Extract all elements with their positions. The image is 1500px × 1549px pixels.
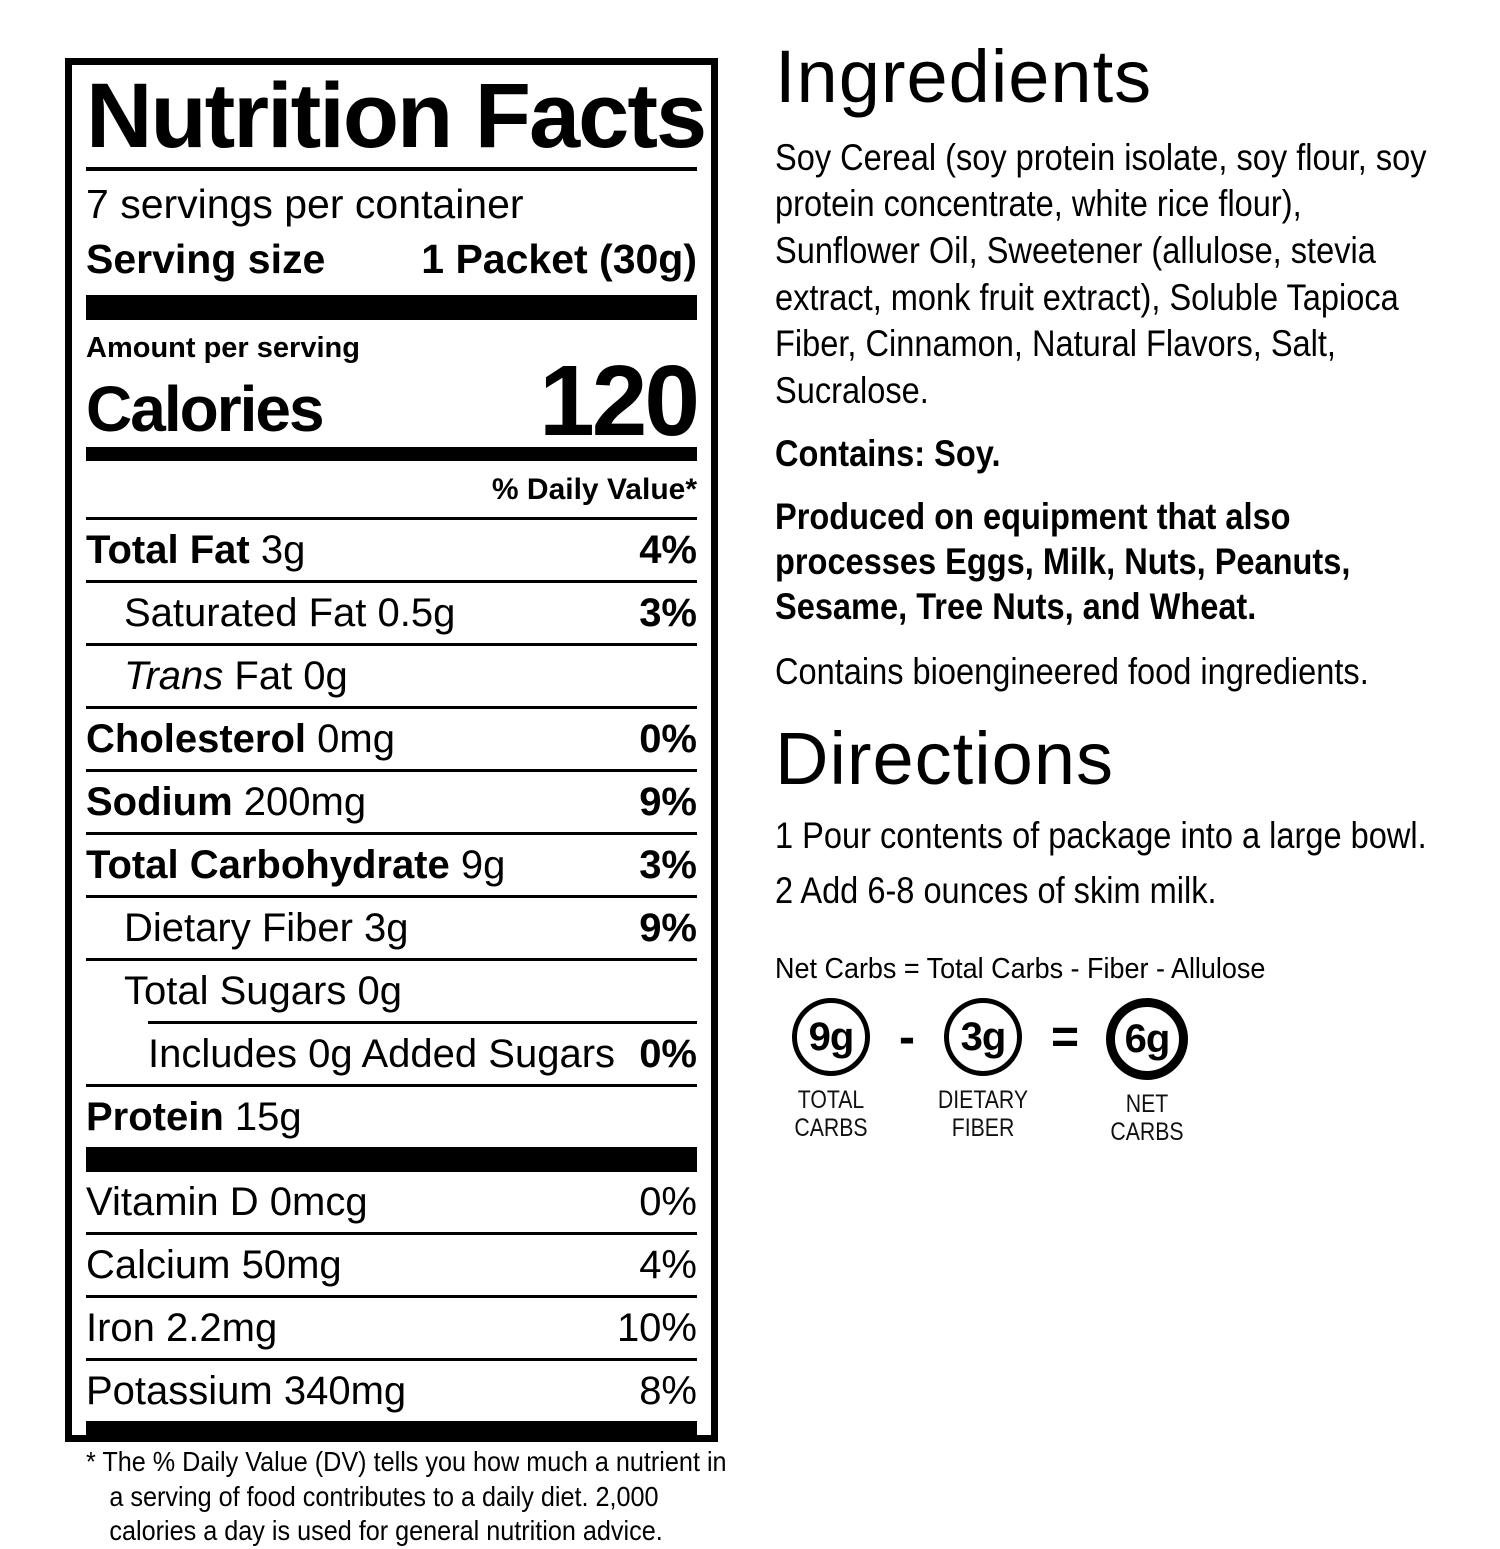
serving-size-value: 1 Packet (30g) — [421, 235, 697, 282]
nutrient-row-added-sugars: Includes 0g Added Sugars 0% — [148, 1020, 697, 1084]
amount-per-serving-label: Amount per serving — [86, 331, 360, 364]
serving-size-label: Serving size — [86, 235, 326, 282]
nutrient-dv: 0% — [639, 1179, 697, 1224]
nutrient-amount: Dietary Fiber 3g — [124, 905, 409, 950]
section-bar — [86, 1420, 697, 1435]
serving-size-row: Serving size 1 Packet (30g) — [86, 236, 697, 295]
nutrient-dv: 9% — [639, 905, 697, 950]
section-bar — [86, 294, 697, 320]
nutrient-amount: Saturated Fat 0.5g — [124, 590, 456, 635]
calories-label: Calories — [86, 372, 325, 445]
equals-operator: = — [1050, 1010, 1080, 1064]
nutrient-amount: 9g — [449, 842, 506, 887]
nutrition-facts-label: Nutrition Facts 7 servings per container… — [65, 58, 727, 1546]
ingredients-heading: Ingredients — [775, 35, 1153, 118]
total-carbs-value: 9g — [808, 1014, 855, 1059]
nutrient-row-protein: Protein 15g — [86, 1083, 697, 1147]
nutrient-row-total-sugars: Total Sugars 0g — [86, 957, 697, 1021]
nutrient-amount: Potassium 340mg — [86, 1368, 407, 1413]
nutrient-dv: 9% — [639, 779, 697, 824]
vitamin-row-iron: Iron 2.2mg 10% — [86, 1294, 697, 1358]
nutrient-amount: 0mg — [306, 716, 395, 761]
nutrient-dv: 10% — [616, 1305, 697, 1350]
ingredients-list: Soy Cereal (soy protein isolate, soy flo… — [775, 136, 1427, 411]
nutrient-name: Total Fat — [86, 527, 250, 572]
nutrient-dv: 3% — [639, 590, 697, 635]
nutrient-amount: Includes 0g Added Sugars — [148, 1031, 616, 1076]
net-carbs-label: NET CARBS — [1110, 1090, 1184, 1147]
allergen-contains-statement: Contains: Soy. — [775, 432, 1001, 474]
servings-per-container: 7 servings per container — [86, 180, 524, 227]
nutrition-facts-title: Nutrition Facts — [86, 65, 707, 167]
nutrient-name: Total Carbohydrate — [86, 842, 450, 887]
nutrient-name: Cholesterol — [86, 716, 307, 761]
vitamin-row-calcium: Calcium 50mg 4% — [86, 1231, 697, 1295]
net-carbs-equation: 9g TOTAL CARBS - 3g DIETARY FIBER = — [775, 998, 1443, 1146]
nutrient-dv: 0% — [639, 716, 697, 761]
nutrient-amount: 3g — [249, 527, 306, 572]
calories-row: Calories 120 — [86, 344, 700, 457]
direction-step-1: 1 Pour contents of package into a large … — [775, 815, 1427, 857]
nutrient-name: Sodium — [86, 779, 233, 824]
net-carbs-formula: Net Carbs = Total Carbs - Fiber - Allulo… — [775, 953, 1266, 986]
minus-operator: - — [899, 1010, 915, 1064]
nutrient-row-total-fat: Total Fat 3g 4% — [86, 516, 697, 580]
net-carbs-group: 6g NET CARBS — [1091, 998, 1203, 1146]
direction-step-2: 2 Add 6-8 ounces of skim milk. — [775, 870, 1217, 912]
nutrient-amount: Iron 2.2mg — [86, 1305, 278, 1350]
nutrient-row-cholesterol: Cholesterol 0mg 0% — [86, 705, 697, 769]
nutrient-row-trans-fat: Trans Fat 0g — [86, 642, 697, 706]
bioengineered-statement: Contains bioengineered food ingredients. — [775, 651, 1369, 693]
nutrient-dv: 4% — [639, 527, 697, 572]
directions-heading: Directions — [775, 717, 1114, 801]
ingredients-directions-panel: Ingredients Soy Cereal (soy protein isol… — [775, 35, 1443, 1146]
dietary-fiber-value: 3g — [960, 1014, 1007, 1059]
total-carbs-label: TOTAL CARBS — [794, 1086, 868, 1143]
net-carbs-callout: Net Carbs = Total Carbs - Fiber - Allulo… — [775, 953, 1443, 1146]
daily-value-footnote: * The % Daily Value (DV) tells you how m… — [86, 1445, 727, 1547]
total-carbs-circle: 9g — [792, 998, 870, 1077]
nutrient-dv: 0% — [639, 1031, 697, 1076]
nutrient-row-saturated-fat: Saturated Fat 0.5g 3% — [86, 579, 697, 643]
total-carbs-group: 9g TOTAL CARBS — [775, 998, 887, 1142]
nutrient-amount: 200mg — [232, 779, 367, 824]
title-divider — [86, 166, 697, 171]
vitamin-row-potassium: Potassium 340mg 8% — [86, 1357, 697, 1421]
nutrient-dv: 3% — [639, 842, 697, 887]
nutrient-dv: 4% — [639, 1242, 697, 1287]
dietary-fiber-circle: 3g — [943, 998, 1022, 1077]
nutrient-name: Protein — [86, 1094, 224, 1139]
shared-equipment-statement: Produced on equipment that also processe… — [775, 495, 1351, 627]
nutrient-amount: Vitamin D 0mcg — [86, 1179, 368, 1224]
nutrient-name: Trans — [124, 653, 224, 698]
net-carbs-value: 6g — [1124, 1016, 1171, 1061]
nutrient-amount: 15g — [223, 1094, 302, 1139]
section-bar — [86, 1146, 697, 1172]
nutrient-amount: Calcium 50mg — [86, 1242, 342, 1287]
vitamin-row-vitamin-d: Vitamin D 0mcg 0% — [86, 1172, 697, 1232]
section-bar — [86, 446, 697, 461]
nutrient-row-sodium: Sodium 200mg 9% — [86, 768, 697, 832]
nutrient-amount: Fat 0g — [223, 653, 348, 698]
dietary-fiber-label: DIETARY FIBER — [937, 1086, 1029, 1143]
nutrient-row-dietary-fiber: Dietary Fiber 3g 9% — [86, 894, 697, 958]
net-carbs-circle: 6g — [1106, 998, 1189, 1081]
nutrient-dv: 8% — [639, 1368, 697, 1413]
dietary-fiber-group: 3g DIETARY FIBER — [927, 998, 1039, 1142]
daily-value-header: % Daily Value* — [491, 472, 697, 506]
nutrient-amount: Total Sugars 0g — [124, 968, 402, 1013]
calories-value: 120 — [539, 344, 700, 457]
nutrient-row-total-carbohydrate: Total Carbohydrate 9g 3% — [86, 831, 697, 895]
